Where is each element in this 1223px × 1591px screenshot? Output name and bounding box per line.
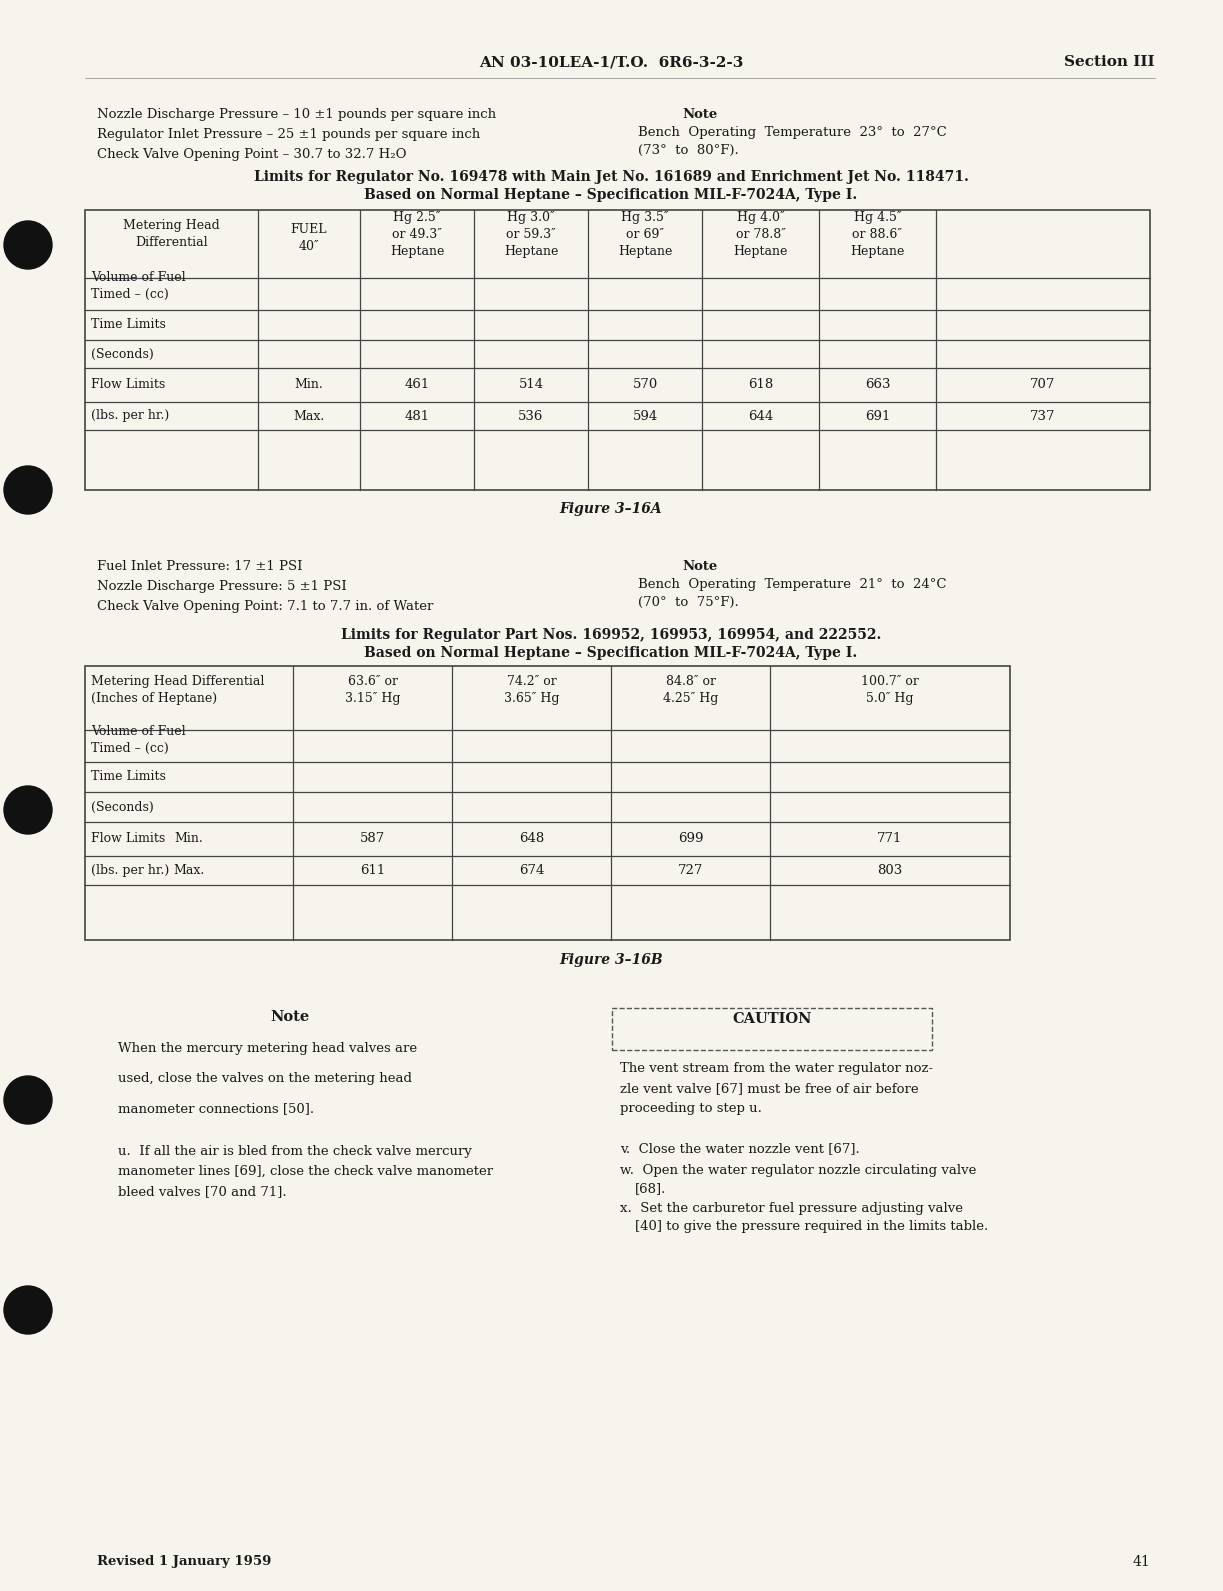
Text: Bench  Operating  Temperature  23°  to  27°C: Bench Operating Temperature 23° to 27°C (638, 126, 947, 138)
Text: bleed valves [70 and 71].: bleed valves [70 and 71]. (117, 1185, 286, 1198)
Circle shape (4, 221, 53, 269)
Text: 644: 644 (748, 409, 773, 423)
Text: (lbs. per hr.): (lbs. per hr.) (91, 864, 169, 877)
Text: Based on Normal Heptane – Specification MIL-F-7024A, Type I.: Based on Normal Heptane – Specification … (364, 188, 857, 202)
Text: 594: 594 (632, 409, 658, 423)
Circle shape (4, 1286, 53, 1333)
Text: 481: 481 (405, 409, 429, 423)
Text: used, close the valves on the metering head: used, close the valves on the metering h… (117, 1072, 412, 1085)
Text: Hg 3.5″
or 69″
Heptane: Hg 3.5″ or 69″ Heptane (618, 210, 673, 258)
Text: 84.8″ or
4.25″ Hg: 84.8″ or 4.25″ Hg (663, 675, 718, 705)
Text: 618: 618 (748, 379, 773, 391)
Text: 707: 707 (1030, 379, 1055, 391)
Text: When the mercury metering head valves are: When the mercury metering head valves ar… (117, 1042, 417, 1055)
Text: Nozzle Discharge Pressure – 10 ±1 pounds per square inch: Nozzle Discharge Pressure – 10 ±1 pounds… (97, 108, 497, 121)
Text: manometer lines [69], close the check valve manometer: manometer lines [69], close the check va… (117, 1165, 493, 1177)
Text: 514: 514 (519, 379, 543, 391)
Text: Flow Limits: Flow Limits (91, 379, 165, 391)
Text: 771: 771 (877, 832, 903, 845)
Text: Figure 3–16A: Figure 3–16A (560, 503, 663, 515)
Text: Limits for Regulator No. 169478 with Main Jet No. 161689 and Enrichment Jet No. : Limits for Regulator No. 169478 with Mai… (253, 170, 969, 185)
Text: CAUTION: CAUTION (733, 1012, 812, 1026)
Text: 611: 611 (360, 864, 385, 877)
Text: 803: 803 (877, 864, 903, 877)
Text: Section III: Section III (1064, 56, 1155, 68)
Text: Metering Head Differential
(Inches of Heptane): Metering Head Differential (Inches of He… (91, 675, 264, 705)
Text: zle vent valve [67] must be free of air before: zle vent valve [67] must be free of air … (620, 1082, 918, 1095)
Text: proceeding to step u.: proceeding to step u. (620, 1103, 762, 1115)
Text: 63.6″ or
3.15″ Hg: 63.6″ or 3.15″ Hg (345, 675, 400, 705)
Text: [68].: [68]. (635, 1182, 667, 1195)
Text: Time Limits: Time Limits (91, 318, 166, 331)
Text: Figure 3–16B: Figure 3–16B (559, 953, 663, 967)
Text: 41: 41 (1132, 1554, 1150, 1569)
Text: 570: 570 (632, 379, 658, 391)
Text: u.  If all the air is bled from the check valve mercury: u. If all the air is bled from the check… (117, 1146, 472, 1158)
Text: Nozzle Discharge Pressure: 5 ±1 PSI: Nozzle Discharge Pressure: 5 ±1 PSI (97, 581, 347, 593)
Text: 663: 663 (865, 379, 890, 391)
Circle shape (4, 466, 53, 514)
Text: Hg 3.0″
or 59.3″
Heptane: Hg 3.0″ or 59.3″ Heptane (504, 210, 558, 258)
Text: Limits for Regulator Part Nos. 169952, 169953, 169954, and 222552.: Limits for Regulator Part Nos. 169952, 1… (341, 628, 882, 643)
Circle shape (4, 1076, 53, 1123)
Text: 74.2″ or
3.65″ Hg: 74.2″ or 3.65″ Hg (504, 675, 559, 705)
Text: Volume of Fuel
Timed – (cc): Volume of Fuel Timed – (cc) (91, 725, 186, 756)
Text: Min.: Min. (295, 379, 323, 391)
Text: (Seconds): (Seconds) (91, 800, 154, 813)
Text: Bench  Operating  Temperature  21°  to  24°C: Bench Operating Temperature 21° to 24°C (638, 578, 947, 590)
Text: Time Limits: Time Limits (91, 770, 166, 783)
Text: Based on Normal Heptane – Specification MIL-F-7024A, Type I.: Based on Normal Heptane – Specification … (364, 646, 857, 660)
Text: FUEL
40″: FUEL 40″ (291, 223, 328, 253)
Text: Hg 4.0″
or 78.8″
Heptane: Hg 4.0″ or 78.8″ Heptane (734, 210, 788, 258)
Text: Note: Note (682, 560, 718, 573)
Text: 691: 691 (865, 409, 890, 423)
Text: 100.7″ or
5.0″ Hg: 100.7″ or 5.0″ Hg (861, 675, 918, 705)
Text: Max.: Max. (174, 864, 204, 877)
Circle shape (4, 786, 53, 834)
Text: (lbs. per hr.): (lbs. per hr.) (91, 409, 169, 423)
Text: AN 03-10LEA-1/T.O.  6R6-3-2-3: AN 03-10LEA-1/T.O. 6R6-3-2-3 (479, 56, 744, 68)
Text: Check Valve Opening Point: 7.1 to 7.7 in. of Water: Check Valve Opening Point: 7.1 to 7.7 in… (97, 600, 433, 613)
Text: (73°  to  80°F).: (73° to 80°F). (638, 145, 739, 158)
Text: (70°  to  75°F).: (70° to 75°F). (638, 597, 739, 609)
Text: The vent stream from the water regulator noz-: The vent stream from the water regulator… (620, 1063, 933, 1076)
Text: 461: 461 (405, 379, 429, 391)
Text: Regulator Inlet Pressure – 25 ±1 pounds per square inch: Regulator Inlet Pressure – 25 ±1 pounds … (97, 127, 481, 142)
Text: 587: 587 (360, 832, 385, 845)
Text: Check Valve Opening Point – 30.7 to 32.7 H₂O: Check Valve Opening Point – 30.7 to 32.7… (97, 148, 406, 161)
Text: Revised 1 January 1959: Revised 1 January 1959 (97, 1554, 272, 1569)
Bar (612, 1009, 932, 1050)
Text: [40] to give the pressure required in the limits table.: [40] to give the pressure required in th… (635, 1220, 988, 1233)
Text: Fuel Inlet Pressure: 17 ±1 PSI: Fuel Inlet Pressure: 17 ±1 PSI (97, 560, 302, 573)
Text: x.  Set the carburetor fuel pressure adjusting valve: x. Set the carburetor fuel pressure adju… (620, 1201, 963, 1216)
Text: 536: 536 (519, 409, 544, 423)
Text: (Seconds): (Seconds) (91, 347, 154, 361)
Text: Metering Head
Differential: Metering Head Differential (124, 220, 220, 250)
Text: Max.: Max. (294, 409, 324, 423)
Text: 727: 727 (678, 864, 703, 877)
Text: 648: 648 (519, 832, 544, 845)
Text: Note: Note (270, 1010, 309, 1025)
Text: v.  Close the water nozzle vent [67].: v. Close the water nozzle vent [67]. (620, 1142, 860, 1155)
Text: Flow Limits: Flow Limits (91, 832, 165, 845)
Bar (86, 667, 1010, 940)
Text: manometer connections [50].: manometer connections [50]. (117, 1103, 314, 1115)
Text: Hg 2.5″
or 49.3″
Heptane: Hg 2.5″ or 49.3″ Heptane (390, 210, 444, 258)
Text: Note: Note (682, 108, 718, 121)
Text: Min.: Min. (175, 832, 203, 845)
Text: w.  Open the water regulator nozzle circulating valve: w. Open the water regulator nozzle circu… (620, 1165, 976, 1177)
Text: 674: 674 (519, 864, 544, 877)
Bar (86, 210, 1150, 490)
Text: Volume of Fuel
Timed – (cc): Volume of Fuel Timed – (cc) (91, 270, 186, 301)
Text: 737: 737 (1030, 409, 1055, 423)
Text: 699: 699 (678, 832, 703, 845)
Text: Hg 4.5″
or 88.6″
Heptane: Hg 4.5″ or 88.6″ Heptane (850, 210, 905, 258)
